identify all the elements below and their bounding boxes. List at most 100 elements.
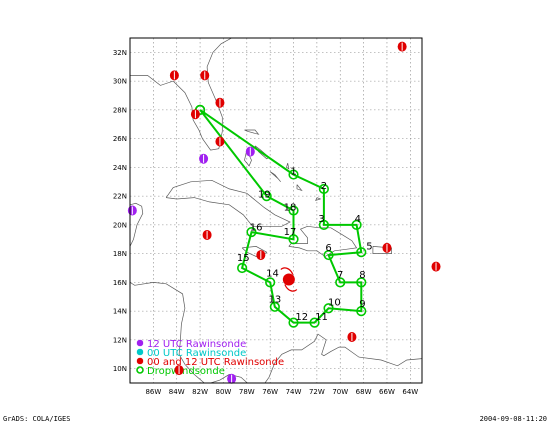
rawinsonde-station (202, 229, 212, 240)
coastline (244, 149, 252, 167)
lat-tick-label: 30N (113, 78, 127, 86)
coastline (421, 250, 422, 252)
rawinsonde-station (215, 97, 225, 108)
footer-timestamp: 2004-09-08-11:20 (479, 415, 547, 423)
lat-tick-label: 16N (113, 279, 127, 287)
waypoint-label: 18 (284, 203, 297, 214)
rawinsonde-station (397, 41, 407, 52)
coastline (315, 197, 322, 201)
map-background (130, 38, 422, 383)
dropwindsonde-point (269, 301, 280, 312)
waypoint-label: 3 (318, 214, 324, 225)
flight-track-line (199, 109, 363, 324)
coastline (130, 282, 248, 383)
rawinsonde-station (200, 70, 210, 81)
dropwindsonde-point (288, 205, 299, 216)
dropwindsonde-point (356, 247, 367, 258)
lon-tick-label: 76W (262, 388, 278, 396)
coastlines (130, 38, 422, 383)
dropwindsonde-point (356, 277, 367, 288)
waypoint-label: 11 (315, 312, 328, 323)
waypoint-label: 6 (325, 243, 331, 254)
dropwindsonde-point (237, 262, 248, 274)
lon-tick-label: 74W (286, 388, 302, 396)
coastline (286, 163, 290, 170)
map-frame (129, 37, 423, 384)
lat-tick-label: 12N (113, 336, 127, 344)
lon-tick-label: 78W (239, 388, 255, 396)
rawinsonde-station (199, 153, 209, 164)
coastline (130, 38, 232, 151)
latitude-labels: 32N 30N 28N 26N 24N 22N 20N 18N 16N 14N 12N 10N (113, 49, 127, 373)
dropwindsonde-point (288, 317, 299, 328)
waypoint-label: 13 (268, 295, 281, 306)
waypoint-label: 12 (295, 312, 308, 323)
lon-tick-label: 86W (145, 388, 161, 396)
rawinsonde-station (190, 109, 200, 120)
dropwindsonde-point (261, 191, 272, 202)
rawinsonde-station (174, 365, 184, 376)
waypoint-label: 14 (266, 269, 279, 280)
waypoint-label: 4 (355, 214, 361, 225)
coastline (421, 276, 422, 279)
legend-marker (136, 348, 144, 356)
dropwindsonde-point (323, 249, 334, 261)
coastline (264, 333, 422, 383)
dropwindsonde-point (323, 303, 334, 314)
legend-label: 12 UTC Rawinsonde (147, 339, 246, 350)
lat-tick-label: 26N (113, 135, 127, 143)
lon-tick-label: 70W (332, 388, 348, 396)
lon-tick-label: 66W (379, 388, 395, 396)
longitude-labels: 86W 84W 82W 80W 78W 76W 74W 72W 70W 68W 66W 64W (145, 388, 418, 396)
waypoint-label: 7 (337, 270, 343, 281)
coastline (269, 171, 281, 183)
rawinsonde-station (169, 70, 179, 81)
lon-tick-label: 72W (309, 388, 325, 396)
lat-tick-label: 18N (113, 250, 127, 258)
rawinsonde-station (382, 242, 392, 253)
waypoint-label: 10 (328, 297, 341, 308)
rawinsonde-station (256, 250, 266, 261)
waypoint-label: 2 (321, 181, 327, 192)
dropwindsonde-point (288, 234, 299, 245)
coastline (244, 129, 260, 135)
waypoint-label: 1 (290, 167, 296, 178)
dropwindsonde-point (351, 219, 362, 230)
lat-tick-label: 20N (113, 221, 127, 229)
coastline (288, 225, 358, 257)
hurricane-arm (280, 267, 294, 275)
rawinsonde-station (127, 205, 137, 216)
lon-tick-label: 84W (169, 388, 185, 396)
lat-tick-label: 22N (113, 193, 127, 201)
hurricane-symbol (280, 267, 298, 292)
dropwindsonde-point (318, 219, 329, 230)
hurricane-eye (282, 273, 295, 286)
waypoint-label: 5 (366, 241, 372, 252)
waypoint-label: 17 (284, 227, 297, 238)
rawinsonde-station (347, 332, 357, 342)
lon-tick-label: 68W (356, 388, 372, 396)
dropwindsonde-point (246, 226, 257, 238)
dropwindsonde-point (309, 317, 320, 328)
rawinsonde-station (227, 373, 237, 384)
lat-tick-label: 10N (113, 365, 127, 373)
dropwindsonde-point (265, 277, 276, 288)
lon-tick-label: 82W (192, 388, 208, 396)
legend-marker (136, 339, 144, 347)
dropwindsonde-point (356, 306, 367, 317)
dropwindsonde-point (288, 169, 299, 180)
rawinsonde-station (245, 146, 255, 157)
legend-marker (136, 366, 144, 374)
legend-label: 00 and 12 UTC Rawinsonde (147, 357, 284, 368)
waypoint-label: 9 (359, 299, 365, 310)
lat-lon-grid (130, 38, 422, 383)
lon-tick-label: 64W (402, 388, 418, 396)
waypoint-label: 16 (250, 223, 263, 234)
waypoint-label: 15 (237, 253, 250, 264)
lon-tick-label: 80W (216, 388, 232, 396)
dropwindsonde-point (335, 277, 346, 288)
rawinsonde-station (431, 261, 441, 272)
